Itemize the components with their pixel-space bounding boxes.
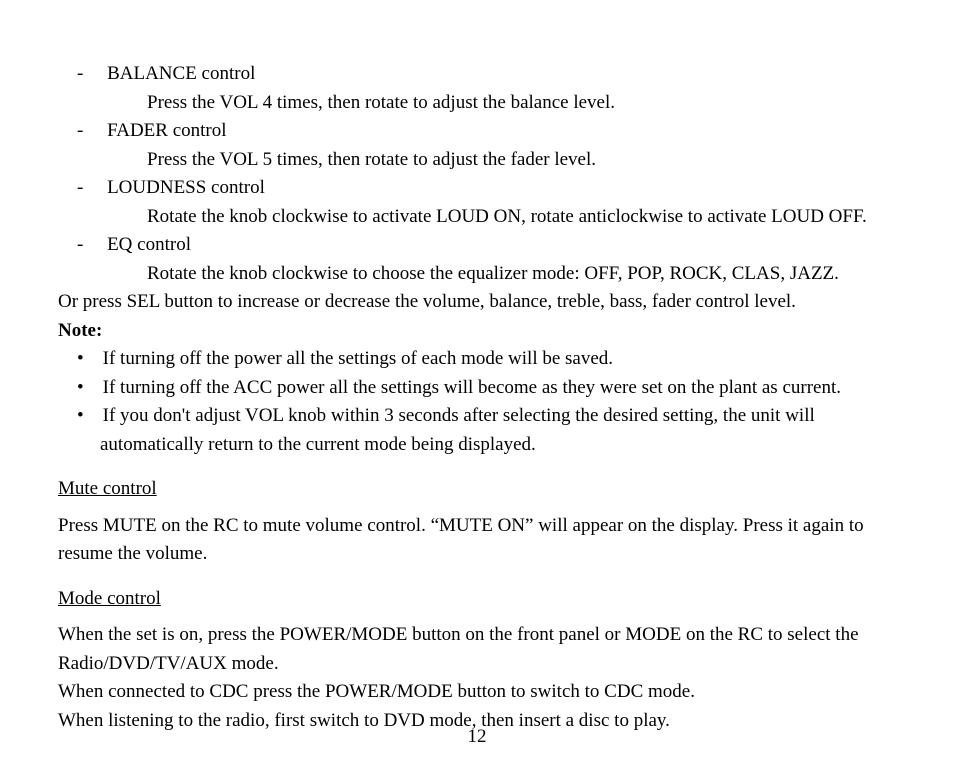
controls-dash-list: BALANCE control Press the VOL 4 times, t… bbox=[58, 60, 896, 288]
mute-heading: Mute control bbox=[58, 475, 896, 504]
dash-item-desc: Press the VOL 4 times, then rotate to ad… bbox=[100, 89, 896, 118]
mode-line: When connected to CDC press the POWER/MO… bbox=[58, 681, 695, 702]
dash-item-title: BALANCE control bbox=[107, 63, 255, 84]
dash-item-eq: EQ control Rotate the knob clockwise to … bbox=[58, 231, 896, 288]
dash-item-title: LOUDNESS control bbox=[107, 177, 265, 198]
dash-item-title: FADER control bbox=[107, 120, 226, 141]
mode-heading: Mode control bbox=[58, 585, 896, 614]
document-page: BALANCE control Press the VOL 4 times, t… bbox=[0, 0, 954, 781]
note-item: If turning off the power all the setting… bbox=[58, 345, 896, 374]
page-number: 12 bbox=[0, 723, 954, 752]
dash-item-fader: FADER control Press the VOL 5 times, the… bbox=[58, 117, 896, 174]
dash-item-desc: Rotate the knob clockwise to activate LO… bbox=[100, 203, 896, 232]
note-item: If turning off the ACC power all the set… bbox=[58, 374, 896, 403]
mode-body: When the set is on, press the POWER/MODE… bbox=[58, 621, 896, 735]
dash-item-balance: BALANCE control Press the VOL 4 times, t… bbox=[58, 60, 896, 117]
or-line: Or press SEL button to increase or decre… bbox=[58, 288, 896, 317]
mute-body: Press MUTE on the RC to mute volume cont… bbox=[58, 512, 896, 569]
mode-line: When the set is on, press the POWER/MODE… bbox=[58, 624, 859, 674]
dash-item-loudness: LOUDNESS control Rotate the knob clockwi… bbox=[58, 174, 896, 231]
note-item: If you don't adjust VOL knob within 3 se… bbox=[58, 402, 896, 459]
notes-list: If turning off the power all the setting… bbox=[58, 345, 896, 459]
dash-item-title: EQ control bbox=[107, 234, 191, 255]
note-label: Note: bbox=[58, 317, 896, 346]
dash-item-desc: Rotate the knob clockwise to choose the … bbox=[100, 260, 896, 289]
dash-item-desc: Press the VOL 5 times, then rotate to ad… bbox=[100, 146, 896, 175]
